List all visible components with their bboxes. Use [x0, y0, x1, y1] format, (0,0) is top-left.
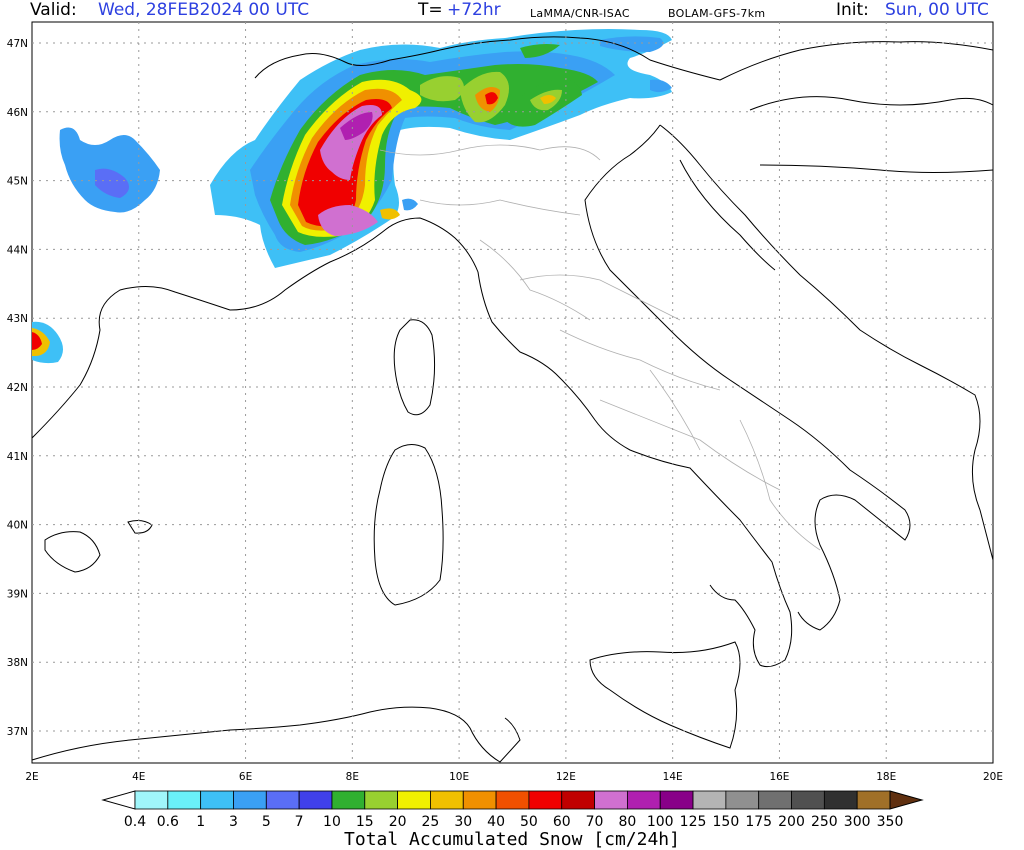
longitude-tick-label: 14E: [663, 771, 683, 783]
longitude-tick-label: 20E: [983, 771, 1003, 783]
longitude-labels: 2E 4E 6E 8E 10E 12E 14E 16E 18E 20E: [25, 771, 1003, 783]
latitude-tick-label: 42N: [7, 382, 28, 394]
longitude-tick-label: 8E: [346, 771, 359, 783]
latitude-tick-label: 37N: [7, 726, 28, 738]
colorbar-swatch: [758, 790, 792, 810]
longitude-tick-label: 2E: [25, 771, 38, 783]
forecast-step: +72hr: [447, 0, 501, 20]
model-label: BOLAM-GFS-7km: [668, 7, 766, 20]
colorbar-level-label: 1: [196, 814, 205, 830]
latitude-tick-label: 41N: [7, 451, 28, 463]
colorbar-level-label: 10: [323, 814, 341, 830]
graticule: [32, 22, 993, 763]
latitude-tick-label: 43N: [7, 313, 28, 325]
colorbar-level-label: 30: [454, 814, 472, 830]
colorbar-swatch: [495, 790, 530, 810]
longitude-tick-label: 10E: [449, 771, 469, 783]
colorbar-level-label: 5: [262, 814, 271, 830]
map-header: Valid: Wed, 28FEB2024 00 UTC T= +72hr La…: [0, 0, 1024, 24]
colorbar-swatch: [462, 790, 497, 810]
colorbar-swatch: [561, 790, 595, 810]
colorbar-min-arrow: [101, 790, 136, 810]
longitude-tick-label: 4E: [132, 771, 145, 783]
colorbar-title: Total Accumulated Snow [cm/24h]: [344, 829, 680, 850]
colorbar-swatch: [594, 790, 628, 810]
source-label: LaMMA/CNR-ISAC: [530, 7, 630, 20]
colorbar-swatch: [725, 790, 760, 810]
colorbar-level-label: 80: [618, 814, 636, 830]
colorbar-level-label: 20: [389, 814, 407, 830]
colorbar-swatch: [200, 790, 234, 810]
init-label: Init:: [836, 0, 869, 20]
latitude-tick-label: 44N: [7, 244, 28, 256]
colorbar-swatch: [298, 790, 333, 810]
colorbar-level-label: 0.6: [157, 814, 179, 830]
longitude-tick-label: 6E: [239, 771, 252, 783]
colorbar-level-label: 70: [586, 814, 604, 830]
colorbar-level-label: 100: [647, 814, 674, 830]
forecast-step-label: T=: [418, 0, 443, 20]
latitude-tick-label: 39N: [7, 588, 28, 600]
colorbar-swatch: [659, 790, 694, 810]
colorbar-level-label: 175: [745, 814, 772, 830]
colorbar-level-label: 25: [422, 814, 440, 830]
colorbar-level-label: 50: [520, 814, 538, 830]
colorbar-swatch: [791, 790, 825, 810]
longitude-tick-label: 12E: [556, 771, 576, 783]
latitude-tick-label: 45N: [7, 176, 28, 188]
snowfall-field: [32, 29, 672, 364]
colorbar-level-label: 125: [680, 814, 707, 830]
colorbar-swatch: [167, 790, 202, 810]
colorbar-swatch: [397, 790, 431, 810]
regional-borders: [379, 144, 821, 551]
init-date: Sun, 00 UTC: [885, 0, 989, 20]
colorbar-swatch: [265, 790, 300, 810]
colorbar-swatch: [430, 790, 464, 810]
colorbar-level-label: 3: [229, 814, 238, 830]
latitude-tick-label: 46N: [7, 107, 28, 119]
colorbar-level-label: 150: [713, 814, 740, 830]
colorbar-level-label: 300: [844, 814, 871, 830]
colorbar-level-label: 200: [778, 814, 805, 830]
colorbar-level-label: 7: [295, 814, 304, 830]
valid-date: Wed, 28FEB2024 00 UTC: [98, 0, 310, 20]
colorbar-swatch: [692, 790, 727, 810]
longitude-tick-label: 16E: [769, 771, 789, 783]
colorbar-swatch: [626, 790, 661, 810]
colorbar-level-label: 350: [877, 814, 904, 830]
colorbar-swatch: [331, 790, 366, 810]
colorbar-swatch: [528, 790, 563, 810]
colorbar-level-label: 15: [356, 814, 374, 830]
colorbar-swatch: [364, 790, 399, 810]
colorbar-swatch: [134, 790, 169, 810]
colorbar-level-label: 250: [811, 814, 838, 830]
colorbar-level-label: 40: [487, 814, 505, 830]
longitude-tick-label: 18E: [876, 771, 896, 783]
colorbar-swatch: [856, 790, 891, 810]
colorbar-max-arrow: [889, 790, 924, 810]
colorbar-swatch: [823, 790, 858, 810]
latitude-tick-label: 40N: [7, 520, 28, 532]
colorbar-level-label: 0.4: [124, 814, 146, 830]
colorbar-swatch: [233, 790, 267, 810]
colorbar: 0.4 0.6 1 3 5 7 10 15 20 25 30 40 50 60 70 80 100 125 150 1…: [101, 790, 924, 830]
latitude-labels: 37N 38N 39N 40N 41N 42N 43N 44N 45N 46N 47N: [7, 38, 28, 738]
latitude-tick-label: 47N: [7, 38, 28, 50]
latitude-tick-label: 38N: [7, 657, 28, 669]
colorbar-level-label: 60: [553, 814, 571, 830]
valid-label: Valid:: [30, 0, 77, 20]
